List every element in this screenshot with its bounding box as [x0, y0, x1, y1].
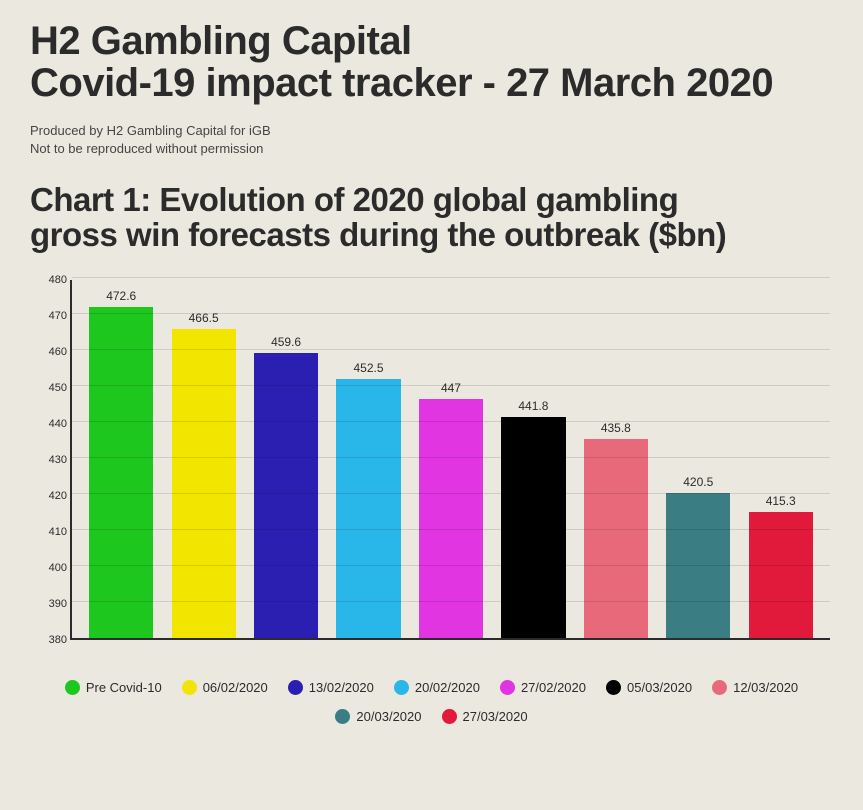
legend-label: 05/03/2020	[627, 680, 692, 695]
bar: 415.3	[749, 512, 813, 638]
bar: 441.8	[501, 417, 565, 638]
legend-swatch	[442, 709, 457, 724]
bar-value-label: 447	[441, 381, 461, 395]
y-tick-label: 400	[27, 562, 67, 574]
legend-label: 27/03/2020	[463, 709, 528, 724]
gridline	[72, 601, 830, 602]
legend-item: 20/02/2020	[394, 680, 480, 695]
attribution-text: Produced by H2 Gambling Capital for iGB …	[30, 122, 833, 157]
y-tick-label: 420	[27, 490, 67, 502]
y-tick-label: 450	[27, 382, 67, 394]
gridline	[72, 277, 830, 278]
subtext-line-1: Produced by H2 Gambling Capital for iGB	[30, 123, 271, 138]
subtext-line-2: Not to be reproduced without permission	[30, 141, 263, 156]
legend-swatch	[182, 680, 197, 695]
bar: 452.5	[336, 379, 400, 639]
bar-value-label: 459.6	[271, 335, 301, 349]
bar-value-label: 435.8	[601, 421, 631, 435]
legend-swatch	[712, 680, 727, 695]
bars-container: 472.6 466.5 459.6 452.5 447 441.8 435.8 420.5 41…	[72, 280, 830, 638]
legend-item: 20/03/2020	[335, 709, 421, 724]
bar: 435.8	[584, 439, 648, 639]
bar-value-label: 441.8	[518, 399, 548, 413]
title-line-1: H2 Gambling Capital	[30, 19, 412, 63]
y-tick-label: 460	[27, 346, 67, 358]
legend-label: 12/03/2020	[733, 680, 798, 695]
bar: 472.6	[89, 307, 153, 639]
y-tick-label: 470	[27, 310, 67, 322]
bar-chart: 472.6 466.5 459.6 452.5 447 441.8 435.8 420.5 41…	[30, 270, 833, 660]
bar-slot: 452.5	[327, 280, 409, 638]
bar-value-label: 452.5	[354, 361, 384, 375]
bar-value-label: 472.6	[106, 289, 136, 303]
legend-label: 27/02/2020	[521, 680, 586, 695]
bar-slot: 472.6	[80, 280, 162, 638]
y-tick-label: 430	[27, 454, 67, 466]
legend-label: 20/03/2020	[356, 709, 421, 724]
chart-title-line-1: Chart 1: Evolution of 2020 global gambli…	[30, 181, 678, 218]
legend-label: 20/02/2020	[415, 680, 480, 695]
legend-swatch	[65, 680, 80, 695]
title-line-2: Covid-19 impact tracker - 27 March 2020	[30, 61, 773, 105]
chart-legend: Pre Covid-10 06/02/2020 13/02/2020 20/02/20…	[30, 680, 833, 724]
legend-item: Pre Covid-10	[65, 680, 162, 695]
legend-swatch	[500, 680, 515, 695]
legend-item: 13/02/2020	[288, 680, 374, 695]
legend-swatch	[606, 680, 621, 695]
y-tick-label: 480	[27, 274, 67, 286]
bar-slot: 420.5	[657, 280, 739, 638]
legend-swatch	[335, 709, 350, 724]
legend-swatch	[288, 680, 303, 695]
legend-label: Pre Covid-10	[86, 680, 162, 695]
page-title: H2 Gambling Capital Covid-19 impact trac…	[30, 20, 833, 104]
gridline	[72, 529, 830, 530]
gridline	[72, 349, 830, 350]
legend-label: 13/02/2020	[309, 680, 374, 695]
bar-slot: 415.3	[740, 280, 822, 638]
legend-swatch	[394, 680, 409, 695]
chart-title-line-2: gross win forecasts during the outbreak …	[30, 216, 726, 253]
bar-slot: 447	[410, 280, 492, 638]
bar-slot: 441.8	[492, 280, 574, 638]
legend-label: 06/02/2020	[203, 680, 268, 695]
y-tick-label: 390	[27, 598, 67, 610]
legend-item: 27/02/2020	[500, 680, 586, 695]
bar: 466.5	[172, 329, 236, 639]
legend-item: 05/03/2020	[606, 680, 692, 695]
legend-item: 27/03/2020	[442, 709, 528, 724]
bar-value-label: 420.5	[683, 475, 713, 489]
bar-slot: 435.8	[575, 280, 657, 638]
bar: 459.6	[254, 353, 318, 638]
gridline	[72, 421, 830, 422]
gridline	[72, 565, 830, 566]
chart-title: Chart 1: Evolution of 2020 global gambli…	[30, 183, 833, 252]
gridline	[72, 385, 830, 386]
bar: 447	[419, 399, 483, 639]
y-tick-label: 410	[27, 526, 67, 538]
gridline	[72, 493, 830, 494]
gridline	[72, 457, 830, 458]
bar-value-label: 415.3	[766, 494, 796, 508]
y-tick-label: 380	[27, 634, 67, 646]
plot-area: 472.6 466.5 459.6 452.5 447 441.8 435.8 420.5 41…	[70, 280, 830, 640]
gridline	[72, 313, 830, 314]
bar-slot: 459.6	[245, 280, 327, 638]
bar-slot: 466.5	[162, 280, 244, 638]
y-tick-label: 440	[27, 418, 67, 430]
legend-item: 06/02/2020	[182, 680, 268, 695]
legend-item: 12/03/2020	[712, 680, 798, 695]
